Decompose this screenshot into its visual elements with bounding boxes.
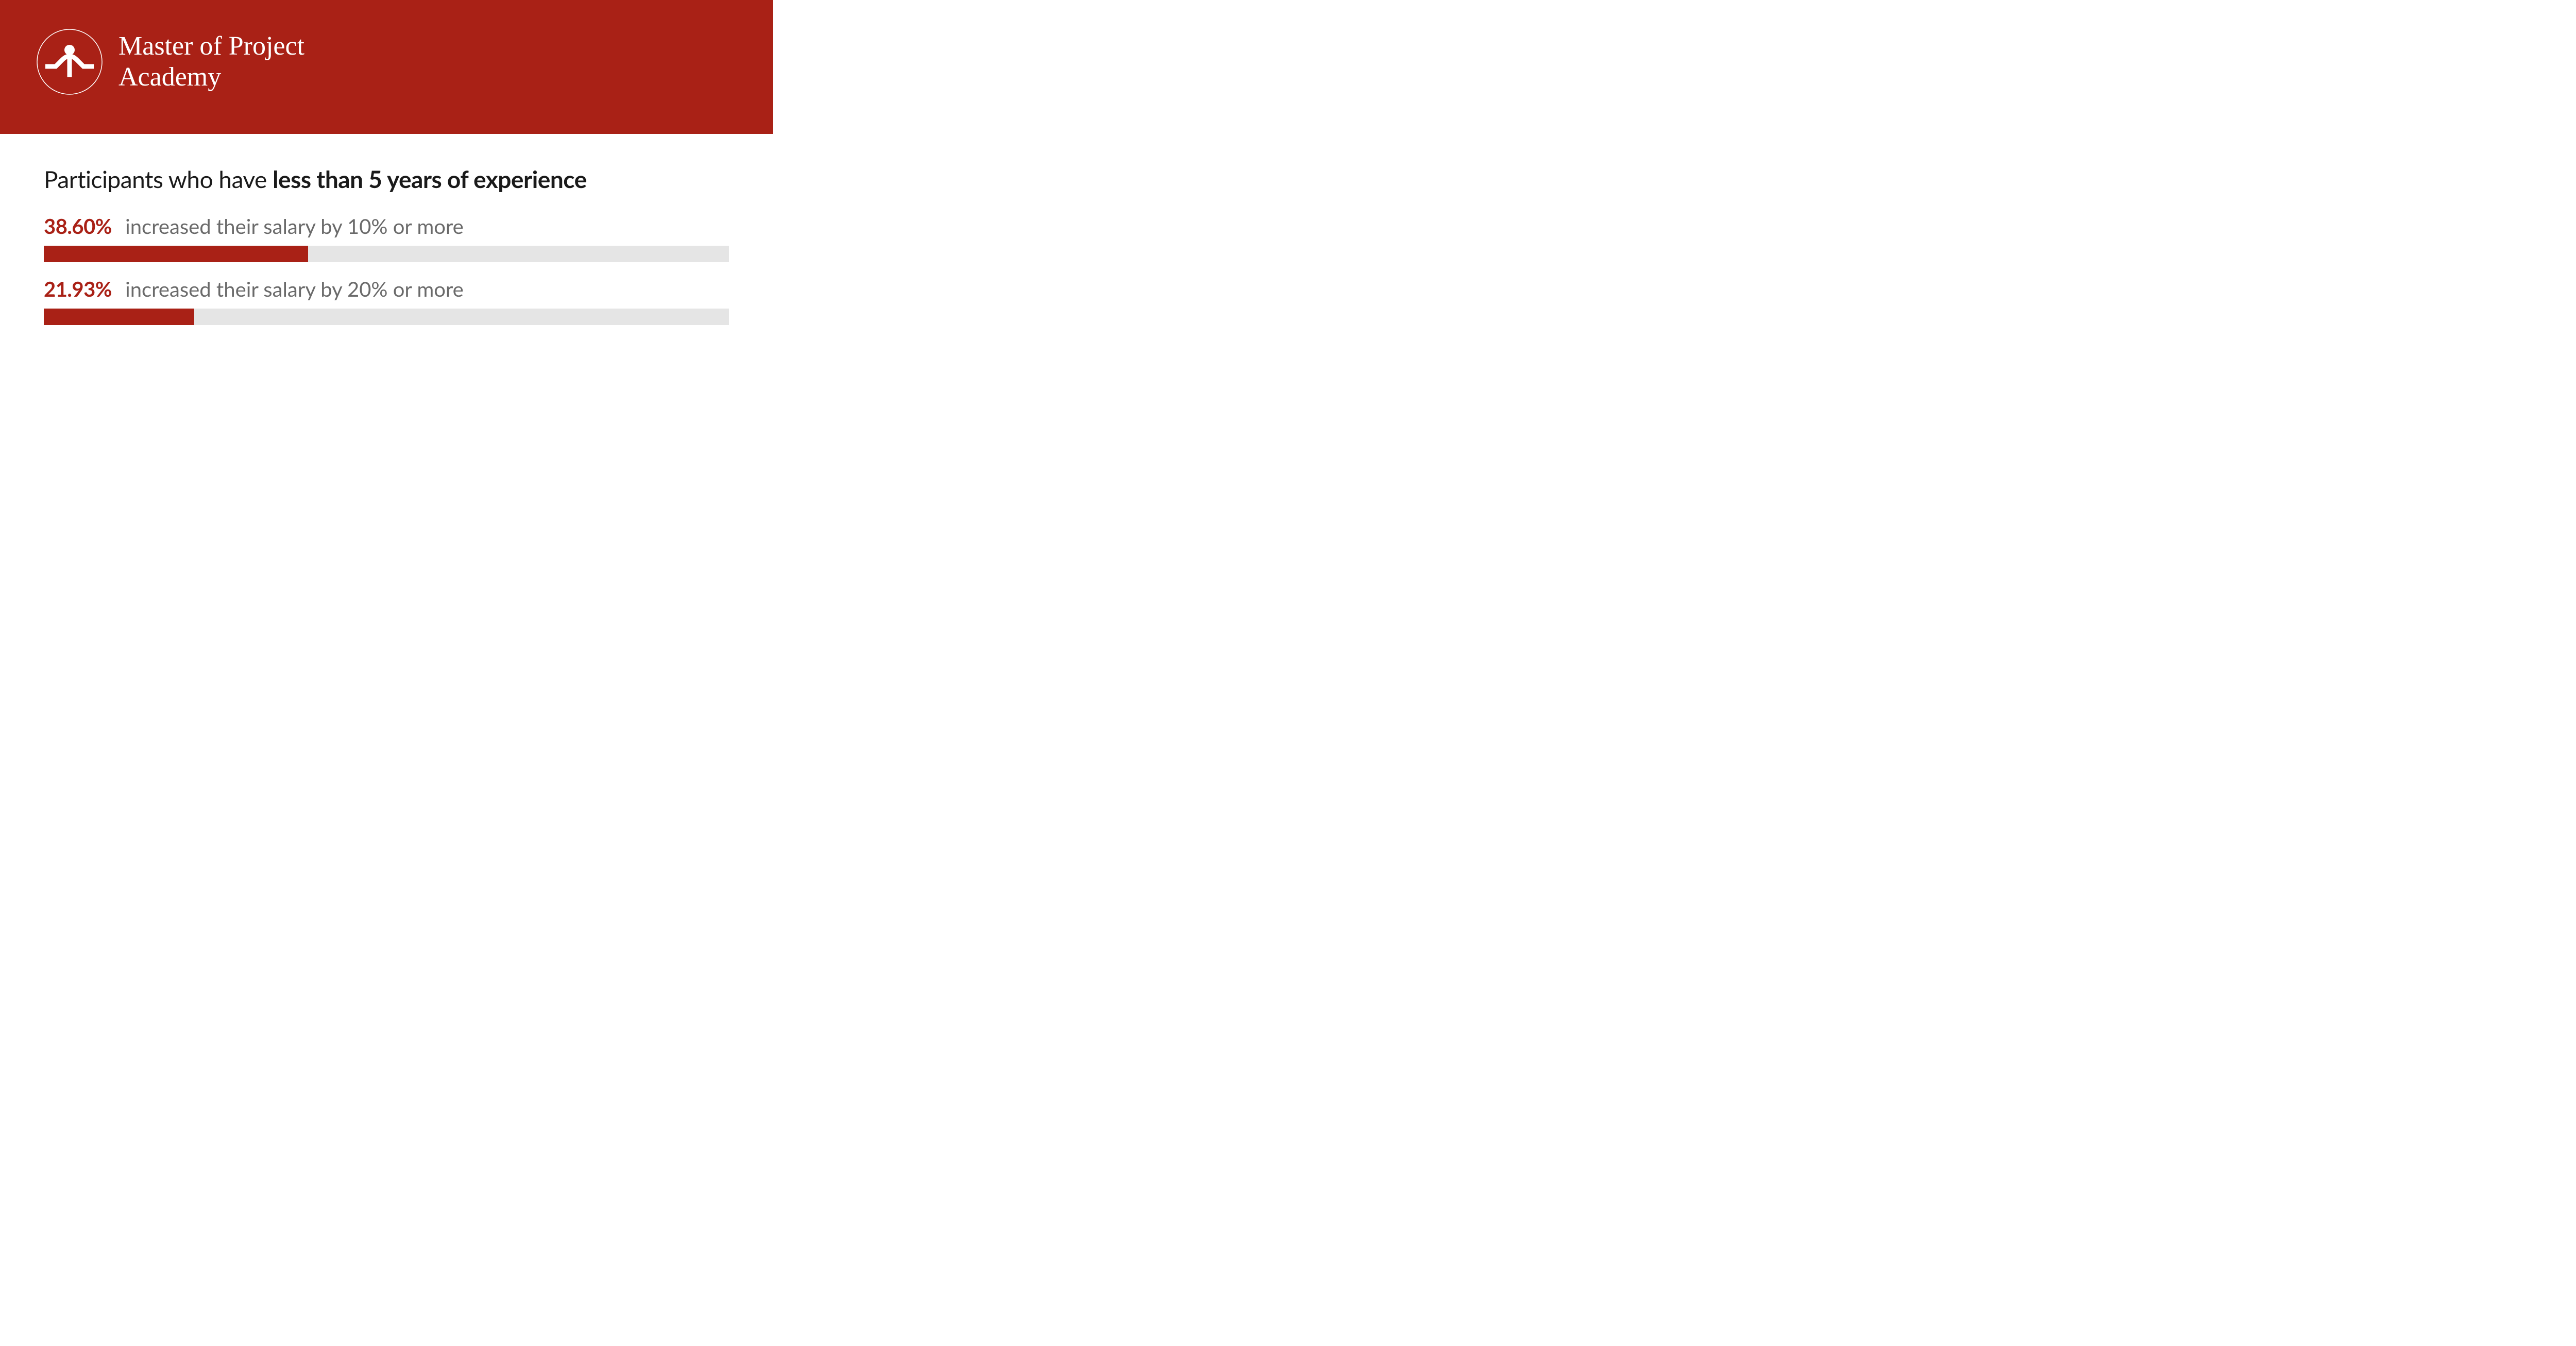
heading-emphasis: less than 5 years of experience: [273, 165, 587, 193]
progress-bar-fill: [44, 246, 308, 262]
page-title: Participants who have less than 5 years …: [44, 165, 729, 193]
stat-description: increased their salary by 10% or more: [125, 214, 464, 238]
progress-bar-track: [44, 246, 729, 262]
stat-percentage: 38.60%: [44, 214, 112, 238]
stat-row: 21.93% increased their salary by 20% or …: [44, 277, 729, 325]
brand-line-2: Academy: [118, 62, 304, 93]
progress-bar-fill: [44, 309, 194, 325]
stat-percentage: 21.93%: [44, 277, 112, 301]
brand-name: Master of Project Academy: [118, 31, 304, 93]
stat-label-line: 38.60% increased their salary by 10% or …: [44, 214, 729, 238]
stat-description: increased their salary by 20% or more: [125, 277, 464, 301]
heading-prefix: Participants who have: [44, 165, 273, 193]
progress-bar-track: [44, 309, 729, 325]
brand-line-1: Master of Project: [118, 31, 304, 62]
stat-label-line: 21.93% increased their salary by 20% or …: [44, 277, 729, 301]
brand-logo-icon: [36, 28, 103, 95]
header-banner: Master of Project Academy: [0, 0, 773, 134]
content-area: Participants who have less than 5 years …: [0, 134, 773, 360]
stat-row: 38.60% increased their salary by 10% or …: [44, 214, 729, 262]
